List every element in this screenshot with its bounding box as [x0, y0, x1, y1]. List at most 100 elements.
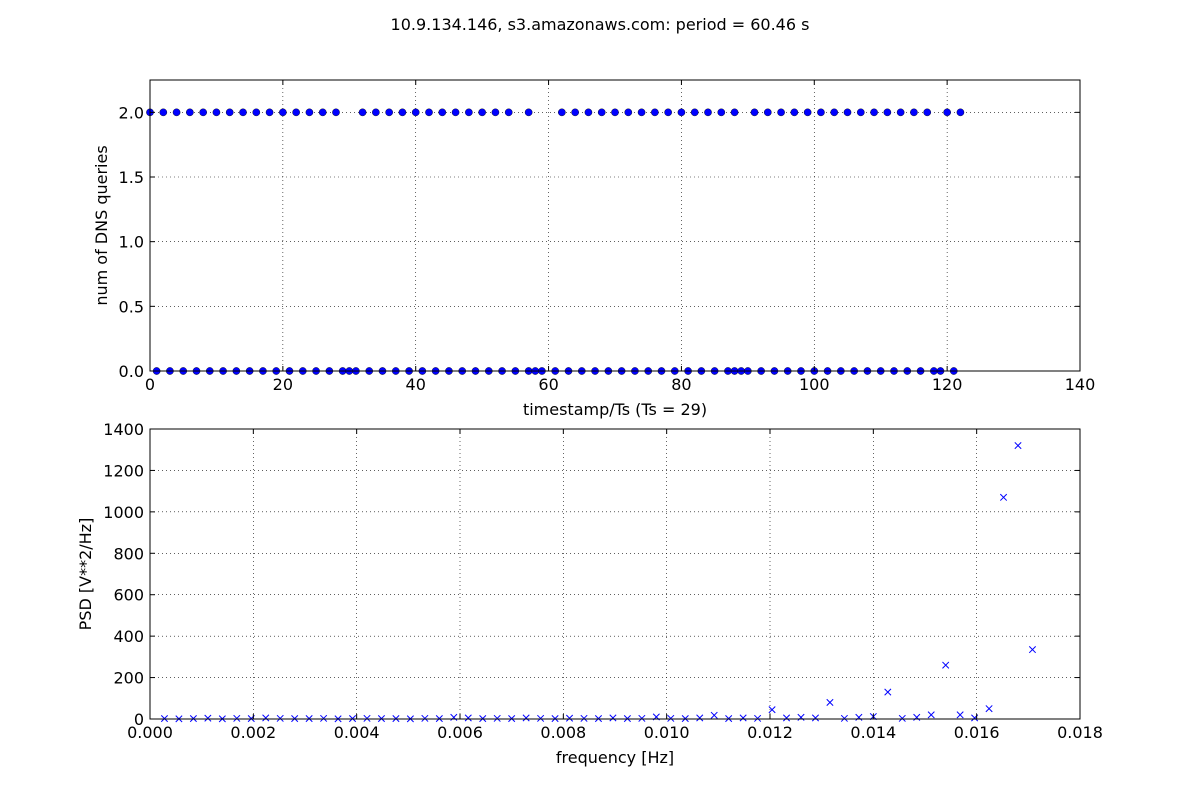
top-data-point [504, 108, 513, 117]
bottom-y-tick-label: 1000 [103, 503, 144, 522]
bottom-y-axis-label: PSD [V**2/Hz] [76, 518, 95, 631]
top-data-point [172, 108, 181, 117]
bottom-data-point [638, 714, 646, 722]
bottom-data-point [537, 714, 545, 722]
bottom-data-point [464, 714, 472, 722]
top-data-point [305, 108, 314, 117]
bottom-data-point [840, 714, 848, 722]
bottom-data-point [927, 711, 935, 719]
top-x-tick-label: 120 [932, 375, 963, 394]
top-data-point [318, 108, 327, 117]
bottom-data-point [493, 714, 501, 722]
top-data-point [558, 108, 566, 117]
top-data-point [923, 108, 932, 117]
top-x-tick-label: 140 [1065, 375, 1096, 394]
bottom-y-tick-label: 400 [113, 627, 144, 646]
bottom-data-point [363, 714, 371, 722]
top-data-point [212, 108, 221, 117]
top-data-point [611, 108, 619, 117]
top-data-point [704, 108, 712, 117]
bottom-data-point [580, 714, 588, 722]
top-axes-frame [149, 79, 1081, 372]
top-x-tick-label: 0 [145, 375, 155, 394]
top-data-point [265, 108, 274, 117]
top-data-point [279, 108, 287, 117]
top-data-point [358, 108, 367, 117]
top-x-tick-label: 80 [671, 375, 691, 394]
bottom-data-point [320, 714, 328, 722]
top-data-point [332, 108, 340, 117]
top-x-tick-label: 60 [538, 375, 558, 394]
figure-title: 10.9.134.146, s3.amazonaws.com: period =… [391, 15, 810, 34]
bottom-axes-frame [149, 428, 1081, 720]
top-data-point [717, 108, 726, 117]
bottom-data-point [985, 705, 993, 713]
top-data-point [777, 108, 785, 117]
bottom-data-point [696, 714, 704, 722]
top-data-point [239, 108, 247, 117]
top-data-point [790, 108, 799, 117]
top-data-point [372, 108, 380, 117]
top-data-point [478, 108, 486, 117]
bottom-y-tick-label: 200 [113, 669, 144, 688]
bottom-y-tick-label: 1200 [103, 461, 144, 480]
bottom-data-point [710, 711, 718, 719]
bottom-data-point [565, 714, 574, 722]
top-data-point [763, 108, 772, 117]
bottom-y-tick-label: 800 [113, 544, 144, 563]
bottom-data-point [609, 714, 617, 722]
bottom-y-tick-label: 1400 [103, 420, 144, 439]
bottom-x-tick-label: 0.008 [540, 723, 586, 742]
top-data-point [411, 108, 420, 117]
bottom-data-point [811, 714, 820, 722]
top-data-point [624, 108, 633, 117]
bottom-data-point [204, 714, 212, 722]
top-y-tick-label: 1.5 [119, 168, 144, 187]
top-data-point [943, 108, 951, 117]
bottom-x-tick-label: 0.004 [334, 723, 380, 742]
bottom-x-tick-label: 0.012 [747, 723, 793, 742]
top-data-point [225, 108, 234, 117]
bottom-data-point [826, 698, 834, 706]
top-data-point [664, 108, 672, 117]
bottom-x-axis-label: frequency [Hz] [556, 748, 674, 767]
top-data-point [896, 108, 905, 117]
top-data-point [910, 108, 918, 117]
top-data-point [465, 108, 473, 117]
top-x-tick-label: 40 [406, 375, 426, 394]
top-data-point [571, 108, 579, 117]
top-y-tick-label: 1.0 [119, 233, 144, 252]
top-x-tick-label: 100 [799, 375, 830, 394]
top-data-point [856, 108, 865, 117]
top-y-axis-label: num of DNS queries [92, 145, 111, 305]
bottom-plot: 0.000 0.002 0.004 0.006 0.008 0.010 0.012 0.014… [76, 420, 1103, 767]
bottom-x-tick-label: 0.006 [437, 723, 483, 742]
bottom-data-point [1028, 646, 1037, 654]
top-data-point [438, 108, 447, 117]
bottom-data-point [450, 713, 458, 721]
top-data-point [956, 108, 965, 117]
top-data-point [398, 108, 407, 117]
bottom-data-point [667, 714, 675, 722]
bottom-data-point [956, 711, 964, 719]
bottom-y-tick-label: 600 [113, 586, 144, 605]
bottom-data-point [855, 713, 863, 721]
bottom-data-point [942, 661, 950, 669]
bottom-y-tick-label: 0 [134, 710, 144, 729]
top-data-point [425, 108, 433, 117]
bottom-data-point [754, 714, 762, 722]
top-data-point [597, 108, 606, 117]
bottom-x-tick-label: 0.016 [954, 723, 1000, 742]
bottom-data-point [739, 714, 747, 722]
top-data-point [451, 108, 460, 117]
bottom-data-point [768, 706, 776, 714]
top-data-point [252, 108, 261, 117]
bottom-data-point [233, 714, 241, 722]
top-data-point [637, 108, 646, 117]
bottom-data-point [999, 493, 1008, 501]
bottom-x-tick-label: 0.018 [1057, 723, 1103, 742]
top-y-tick-label: 2.0 [119, 103, 144, 122]
bottom-x-tick-label: 0.010 [644, 723, 690, 742]
bottom-x-tick-label: 0.000 [127, 723, 173, 742]
